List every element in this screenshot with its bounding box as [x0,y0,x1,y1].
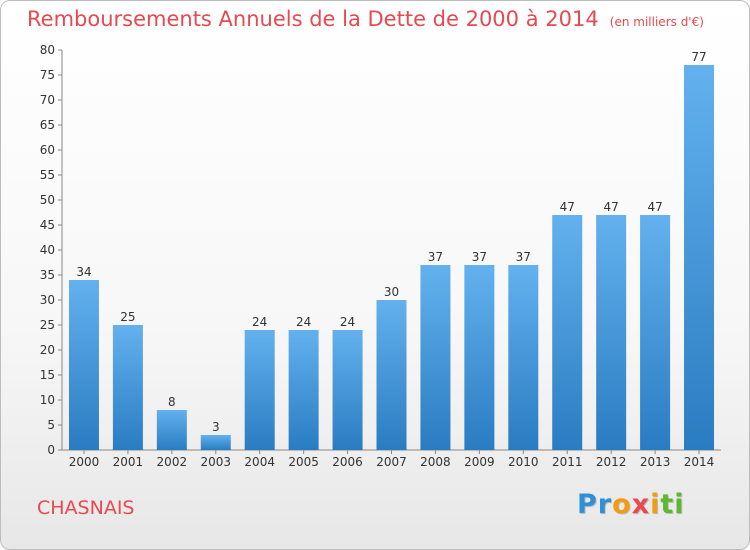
data-label-2010: 37 [516,250,531,264]
bar-2010 [508,265,539,450]
x-tick-label-2013: 2013 [640,455,671,469]
logo-letter: t [660,489,675,520]
x-tick-label-2007: 2007 [376,455,407,469]
chart-data-labels: 34 25 8 3 24 24 24 30 37 37 37 47 47 47 77 [76,50,706,434]
data-label-2001: 25 [120,310,135,324]
data-label-2006: 24 [340,315,355,329]
y-tick-label: 45 [40,218,55,232]
bar-2000 [68,280,99,450]
x-tick-label-2014: 2014 [684,455,715,469]
logo-letter: i [674,489,685,520]
bar-2014 [684,65,715,450]
y-tick-label: 80 [40,43,55,57]
data-label-2007: 30 [384,285,399,299]
x-tick-label-2003: 2003 [200,455,231,469]
y-tick-label: 25 [40,318,55,332]
x-tick-label-2002: 2002 [157,455,188,469]
y-tick-label: 70 [40,93,55,107]
x-tick-label-2009: 2009 [464,455,495,469]
y-tick-label: 0 [47,443,55,457]
bar-2005 [288,330,319,450]
data-label-2005: 24 [296,315,311,329]
y-tick-label: 40 [40,243,55,257]
chart-bars [68,65,715,450]
bar-2012 [596,215,627,450]
x-tick-label-2011: 2011 [552,455,583,469]
bar-2009 [464,265,495,450]
y-tick-label: 75 [40,68,55,82]
data-label-2000: 34 [76,265,91,279]
x-tick-label-2008: 2008 [420,455,451,469]
y-tick-label: 65 [40,118,55,132]
y-tick-label: 60 [40,143,55,157]
data-label-2011: 47 [560,200,575,214]
logo-letter: P [577,489,598,520]
bar-2006 [332,330,363,450]
x-tick-label-2004: 2004 [244,455,275,469]
x-tick-label-2006: 2006 [332,455,363,469]
data-label-2014: 77 [691,50,706,64]
x-tick-label-2005: 2005 [288,455,319,469]
logo-letter: x [631,489,651,520]
data-label-2003: 3 [212,420,220,434]
y-tick-label: 15 [40,368,55,382]
data-label-2004: 24 [252,315,267,329]
logo-letter: i [650,489,661,520]
proxiti-logo: Proxiti [577,489,685,520]
commune-name: CHASNAIS [37,497,135,519]
y-tick-label: 20 [40,343,55,357]
data-label-2008: 37 [428,250,443,264]
y-tick-label: 35 [40,268,55,282]
chart-subtitle: (en milliers d'€) [609,15,704,29]
bar-2001 [112,325,143,450]
data-label-2009: 37 [472,250,487,264]
x-tick-label-2001: 2001 [113,455,144,469]
bar-2002 [156,410,187,450]
x-tick-label-2000: 2000 [69,455,100,469]
x-tick-label-2012: 2012 [596,455,627,469]
chart-title: Remboursements Annuels de la Dette de 20… [27,7,599,31]
data-label-2012: 47 [604,200,619,214]
y-tick-label: 55 [40,168,55,182]
bar-2008 [420,265,451,450]
chart-axes: 0 5 10 15 20 25 30 35 40 45 50 55 60 65 70 75 80 2000 2001… [40,43,721,469]
bar-2003 [200,435,231,450]
y-tick-label: 30 [40,293,55,307]
logo-letter: r [597,489,613,520]
data-label-2013: 47 [647,200,662,214]
chart-title-row: Remboursements Annuels de la Dette de 20… [27,7,704,31]
y-tick-label: 5 [47,418,55,432]
y-tick-label: 50 [40,193,55,207]
bar-2013 [640,215,671,450]
y-tick-label: 10 [40,393,55,407]
bar-2007 [376,300,407,450]
x-tick-label-2010: 2010 [508,455,539,469]
bar-2004 [244,330,275,450]
logo-letter: o [612,489,632,520]
data-label-2002: 8 [168,395,176,409]
bar-2011 [552,215,583,450]
